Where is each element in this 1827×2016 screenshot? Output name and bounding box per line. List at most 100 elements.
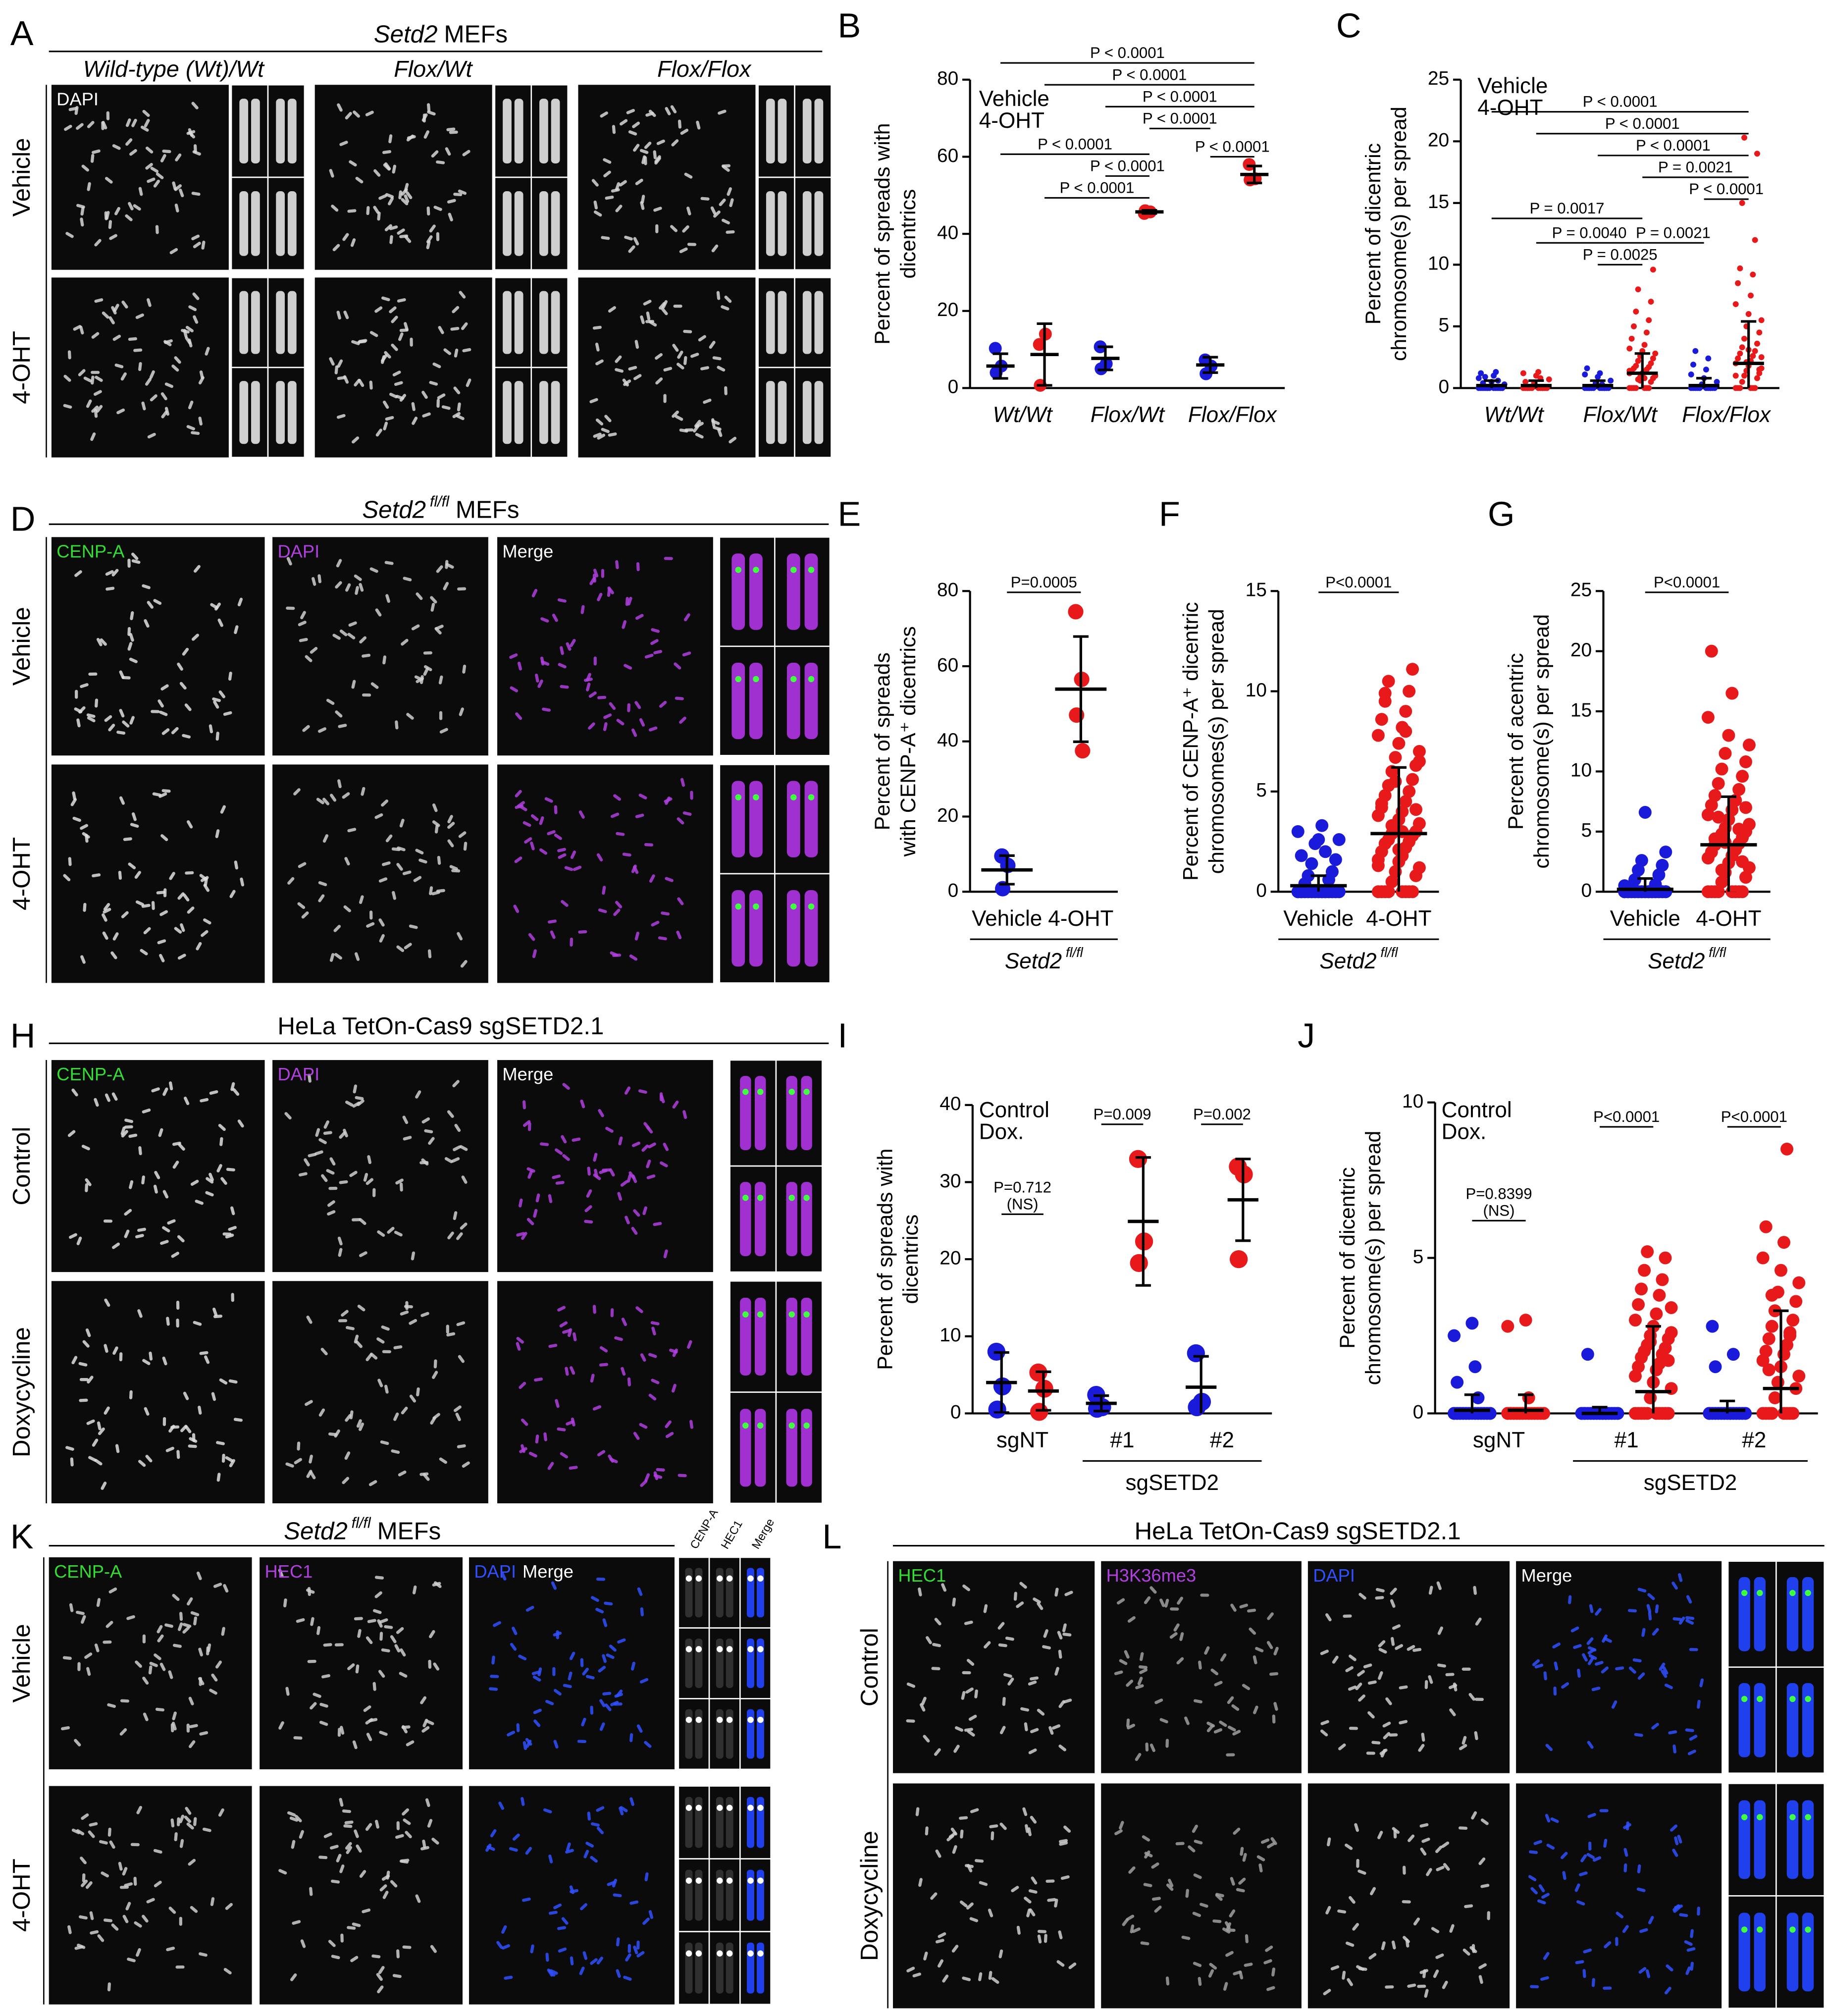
inset <box>740 1628 771 1699</box>
data-point <box>1581 1348 1594 1361</box>
inset-chromatid <box>731 781 745 857</box>
chromosome <box>925 1826 928 1836</box>
chromosome <box>1145 1743 1148 1751</box>
inset <box>531 177 568 270</box>
data-point <box>1644 329 1650 335</box>
channel-label-part: DAPI <box>1313 1565 1355 1585</box>
data-point <box>1650 1308 1663 1321</box>
data-point <box>1792 1276 1805 1289</box>
inset-chromatid <box>1802 1577 1814 1651</box>
data-point <box>1733 373 1739 379</box>
p-value: P=0.0005 <box>1011 574 1077 591</box>
inset-chromatid <box>749 663 763 739</box>
data-point <box>1372 729 1385 742</box>
chromosome <box>179 1917 182 1926</box>
chromosome <box>436 232 440 241</box>
inset <box>495 277 531 368</box>
inset-centromere <box>788 1195 794 1201</box>
data-point <box>1406 773 1419 786</box>
x-tick-label: Vehicle <box>1610 906 1680 931</box>
data-point <box>1737 265 1743 271</box>
inset <box>795 277 832 368</box>
column-header: Wild-type (Wt)/Wt <box>83 56 265 82</box>
data-point <box>1641 1407 1654 1420</box>
chromosome <box>1425 1680 1428 1689</box>
micrograph <box>52 764 265 983</box>
chromosome <box>75 690 78 699</box>
data-point <box>1703 367 1709 372</box>
inset-centromere <box>753 903 759 909</box>
inset-centromere <box>1789 1696 1795 1702</box>
data-point <box>1519 1314 1532 1326</box>
inset-chromatid <box>239 191 248 256</box>
chromosome <box>1459 1826 1467 1830</box>
chromosome <box>457 587 466 590</box>
group-label-part: fl/fl <box>1709 945 1726 960</box>
channel-label-part: CENP-A <box>56 541 125 561</box>
inset <box>720 764 775 873</box>
data-point <box>1659 1252 1672 1265</box>
chromosome <box>428 1660 431 1669</box>
row-label: Vehicle <box>8 1624 35 1703</box>
chromosome <box>120 1699 129 1702</box>
inset-chromatid <box>801 1182 812 1256</box>
inset <box>531 277 568 368</box>
inset-chromatid <box>805 663 818 739</box>
data-point <box>1656 859 1669 872</box>
inset-chromatid <box>1802 1683 1814 1757</box>
x-tick-label: Flox/Flox <box>1188 403 1278 427</box>
inset <box>720 537 775 646</box>
chromosome <box>722 164 731 167</box>
inset-centromere <box>717 1951 723 1957</box>
data-point <box>1635 286 1641 292</box>
x-tick-label: Vehicle <box>972 906 1042 931</box>
inset-centromere <box>727 1717 732 1723</box>
chromosome <box>596 1578 605 1581</box>
inset-chromatid <box>276 191 285 256</box>
inset-chromatid <box>814 191 823 256</box>
y-axis-label: Percent of dicentric <box>1336 1167 1359 1348</box>
data-point <box>1403 785 1415 798</box>
y-tick-label: 0 <box>1581 880 1592 902</box>
y-tick-label: 20 <box>1428 130 1449 151</box>
inset-centromere <box>1757 1590 1763 1596</box>
chromosome <box>594 656 597 665</box>
chromosome <box>597 696 607 699</box>
inset-chromatid <box>539 99 548 163</box>
micrograph <box>272 1281 488 1503</box>
chromosome <box>127 627 131 636</box>
chromosome <box>1349 1727 1358 1730</box>
inset-chromatid <box>1787 1913 1798 1992</box>
data-point <box>1712 811 1725 824</box>
inset-chromatid <box>778 291 787 354</box>
inset-chromatid <box>288 291 297 354</box>
data-point <box>1389 751 1402 764</box>
chromosome <box>1272 1714 1276 1723</box>
chromosome <box>231 1293 234 1302</box>
inset-chromatid <box>731 663 745 739</box>
y-tick-label: 60 <box>937 145 958 166</box>
chromosome <box>179 1612 183 1621</box>
inset-chromatid <box>801 1076 812 1150</box>
inset <box>720 646 775 755</box>
p-value: P < 0.0001 <box>1112 66 1187 83</box>
x-tick-label: Flox/Wt <box>1583 403 1658 427</box>
chromosome <box>673 305 682 308</box>
data-point <box>1662 1407 1675 1420</box>
inset <box>730 1166 776 1272</box>
chromosome <box>162 150 171 153</box>
inset-centromere <box>696 1646 702 1652</box>
inset-chromatid <box>747 1797 754 1848</box>
inset-centromere <box>1805 1926 1811 1932</box>
inset-centromere <box>790 676 796 682</box>
inset-chromatid <box>787 781 800 857</box>
y-tick-label: 25 <box>1570 580 1592 601</box>
channel-label: H3K36me3 <box>1106 1565 1197 1585</box>
y-tick-label: 0 <box>1439 376 1450 398</box>
panel-letter: C <box>1336 6 1361 45</box>
row-label: Control <box>856 1628 883 1706</box>
inset-chromatid <box>805 890 818 966</box>
y-axis-label: Percent of spreads <box>871 652 894 830</box>
channel-label-part: HEC1 <box>898 1565 946 1585</box>
micrograph <box>52 1060 265 1272</box>
